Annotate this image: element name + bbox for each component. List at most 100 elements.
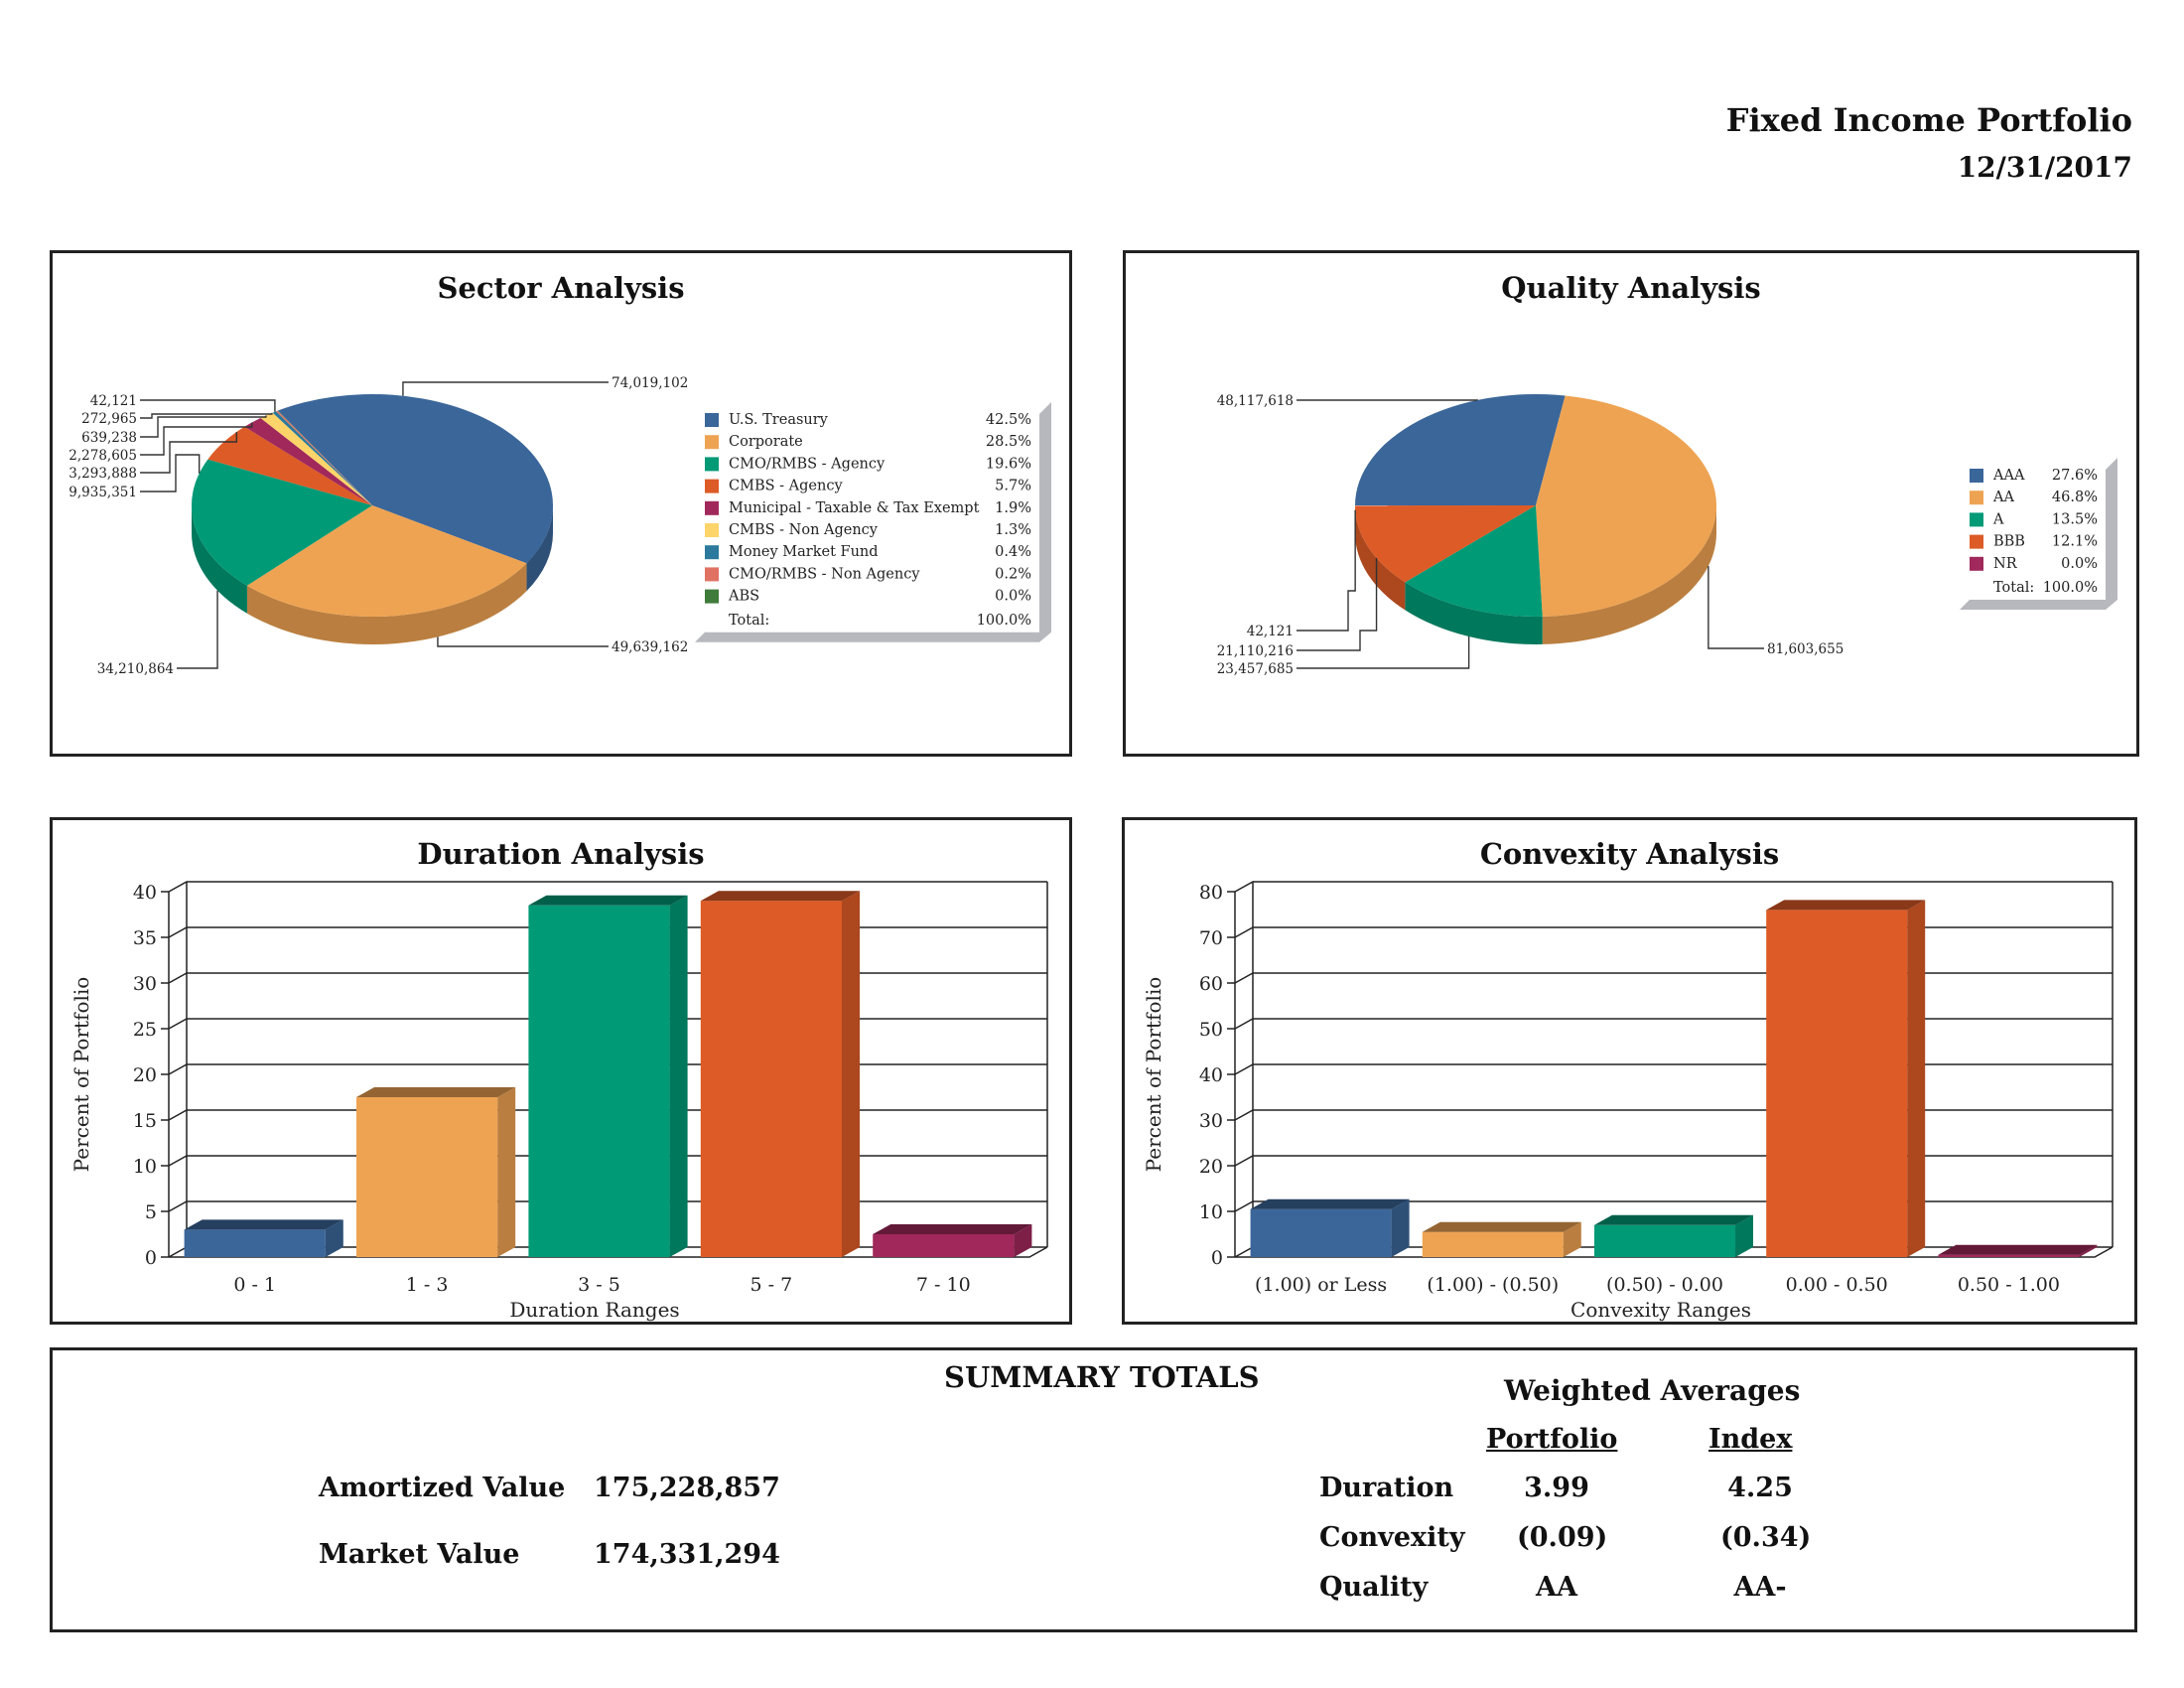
convexity-gridline-20 bbox=[1234, 1155, 2113, 1167]
duration-xtick-label-1-3: 1 - 3 bbox=[406, 1274, 449, 1296]
convexity-gridline-50 bbox=[1234, 1018, 2113, 1030]
sector-legend-swatch-municipal-taxable-tax-exempt bbox=[705, 500, 719, 515]
sector-legend-percent-cmbs-agency: 5.7% bbox=[995, 479, 1031, 494]
quality-callout-line-2 bbox=[1297, 636, 1470, 669]
sector-legend-percent-cmo-rmbs-agency: 19.6% bbox=[986, 456, 1031, 472]
sector-slice-abs bbox=[277, 410, 372, 505]
sector-legend-total-label: Total: bbox=[729, 613, 769, 629]
quality-legend-swatch-nr bbox=[1970, 556, 1983, 571]
convexity-bar-side-1-00-or-less bbox=[1391, 1198, 1410, 1257]
convexity-bar-top-0-50-0-00 bbox=[1593, 1214, 1754, 1225]
sector-legend-label-cmbs-non-agency: CMBS - Non Agency bbox=[729, 522, 879, 538]
sector-legend-frame-bottom bbox=[695, 632, 1051, 642]
summary-panel: SUMMARY TOTALS Amortized Value 175,228,8… bbox=[50, 1347, 2137, 1632]
sector-legend-swatch-corporate bbox=[705, 435, 719, 450]
duration-bar-top-7-10 bbox=[873, 1224, 1032, 1234]
convexity-bar-top-0-50-1-00 bbox=[1938, 1244, 2098, 1255]
duration-ytick-label-40: 40 bbox=[133, 882, 157, 904]
duration-ytick-label-5: 5 bbox=[145, 1201, 157, 1223]
convexity-xtick-label-1-00-or-less: (1.00) or Less bbox=[1255, 1274, 1387, 1296]
sector-slice-cmbs-non-agency bbox=[260, 412, 372, 505]
sector-slice-side-cmo-rmbs-agency bbox=[192, 505, 247, 614]
sector-pie-chart: 74,019,102 49,639,162 34,210,864 9,935,351 3… bbox=[68, 375, 1051, 677]
quality-slice-a bbox=[1405, 505, 1543, 617]
quality-value-label-2: 23,457,685 bbox=[1217, 661, 1294, 677]
sector-legend-total-value: 100.0% bbox=[977, 613, 1031, 629]
sector-legend-percent-corporate: 28.5% bbox=[986, 434, 1031, 450]
duration-chart-title: Duration Analysis bbox=[417, 837, 705, 871]
convexity-ytick-label-60: 60 bbox=[1199, 973, 1223, 995]
duration-xtick-label-0-1: 0 - 1 bbox=[233, 1274, 276, 1296]
duration-bar-top-1-3 bbox=[356, 1087, 516, 1097]
sector-slice-municipal-taxable-tax-exempt bbox=[244, 417, 372, 505]
convexity-gridline-80 bbox=[1234, 881, 2113, 893]
sector-callout-line-7 bbox=[140, 412, 273, 419]
sector-callout-line-2 bbox=[177, 590, 218, 669]
quality-index-value: AA- bbox=[1733, 1572, 1787, 1603]
sector-legend-label-corporate: Corporate bbox=[729, 434, 803, 450]
sector-value-label-3: 9,935,351 bbox=[68, 485, 137, 500]
convexity-bar-side-0-50-1-00 bbox=[2079, 1244, 2098, 1257]
sector-legend-swatch-u-s-treasury bbox=[705, 413, 719, 427]
sector-legend-frame-side bbox=[1039, 402, 1051, 634]
convexity-x-axis-title: Convexity Ranges bbox=[1570, 1298, 1751, 1322]
convexity-xtick-label-0-50-0-00: (0.50) - 0.00 bbox=[1606, 1274, 1723, 1296]
sector-legend-label-cmbs-agency: CMBS - Agency bbox=[729, 479, 843, 494]
convexity-gridline-60 bbox=[1234, 972, 2113, 984]
sector-callout-line-1 bbox=[437, 636, 609, 647]
sector-legend-label-cmo-rmbs-non-agency: CMO/RMBS - Non Agency bbox=[729, 566, 920, 582]
convexity-bar-side-1-00-0-50 bbox=[1563, 1221, 1581, 1257]
quality-slice-side-bbb bbox=[1355, 505, 1406, 611]
quality-legend-swatch-aa bbox=[1970, 491, 1983, 505]
quality-legend-swatch-aaa bbox=[1970, 469, 1983, 483]
convexity-xtick-label-0-00-0-50: 0.00 - 0.50 bbox=[1786, 1274, 1888, 1296]
duration-ytick-label-0: 0 bbox=[145, 1247, 157, 1269]
sector-legend-swatch-cmo-rmbs-non-agency bbox=[705, 567, 719, 582]
quality-slice-aa bbox=[1536, 395, 1717, 617]
convexity-bar-side-0-00-0-50 bbox=[1907, 900, 1926, 1257]
duration-xtick-label-7-10: 7 - 10 bbox=[916, 1274, 971, 1296]
sector-legend-percent-money-market-fund: 0.4% bbox=[995, 544, 1031, 560]
duration-ytick-label-10: 10 bbox=[133, 1156, 157, 1178]
quality-legend-total-value: 100.0% bbox=[2043, 580, 2098, 596]
quality-value-label-0: 48,117,618 bbox=[1217, 393, 1294, 409]
duration-bar-side-3-5 bbox=[669, 895, 688, 1257]
sector-legend-label-municipal-taxable-tax-exempt: Municipal - Taxable & Tax Exempt bbox=[729, 500, 980, 516]
sector-legend-swatch-cmo-rmbs-agency bbox=[705, 457, 719, 472]
quality-legend-percent-aa: 46.8% bbox=[2052, 490, 2098, 505]
sector-callout-line-6 bbox=[140, 415, 267, 438]
sector-legend-label-money-market-fund: Money Market Fund bbox=[729, 544, 879, 560]
sector-legend-label-u-s-treasury: U.S. Treasury bbox=[729, 412, 829, 428]
convexity-gridline-40 bbox=[1234, 1063, 2113, 1075]
sector-slice-cmo-rmbs-non-agency bbox=[276, 410, 372, 505]
duration-xtick-label-3-5: 3 - 5 bbox=[578, 1274, 620, 1296]
convexity-gridline-70 bbox=[1234, 926, 2113, 938]
convexity-bar-0-50-1-00 bbox=[1938, 1254, 2080, 1257]
quality-chart-title: Quality Analysis bbox=[1501, 271, 1761, 305]
convexity-portfolio-value: (0.09) bbox=[1517, 1522, 1608, 1553]
duration-bar-top-0-1 bbox=[184, 1219, 343, 1230]
sector-value-label-1: 49,639,162 bbox=[612, 639, 688, 655]
convexity-ytick-label-40: 40 bbox=[1199, 1064, 1223, 1086]
convexity-bar-1-00-or-less bbox=[1250, 1208, 1392, 1257]
convexity-bar-0-00-0-50 bbox=[1766, 910, 1908, 1257]
sector-legend-label-cmo-rmbs-agency: CMO/RMBS - Agency bbox=[729, 456, 886, 472]
report-title: Fixed Income Portfolio bbox=[1725, 101, 2132, 139]
sector-value-label-4: 3,293,888 bbox=[68, 466, 137, 482]
convexity-bar-side-0-50-0-00 bbox=[1735, 1214, 1754, 1257]
quality-portfolio-value: AA bbox=[1536, 1572, 1577, 1603]
sector-slice-cmo-rmbs-agency bbox=[192, 459, 372, 586]
quality-slice-aaa bbox=[1355, 394, 1566, 505]
duration-bar-top-3-5 bbox=[528, 895, 688, 906]
duration-gridline-40 bbox=[168, 881, 1047, 893]
quality-label: Quality bbox=[1319, 1572, 1429, 1603]
quality-slice-bbb bbox=[1355, 505, 1536, 583]
duration-ytick-label-25: 25 bbox=[133, 1019, 157, 1041]
quality-legend-percent-a: 13.5% bbox=[2052, 511, 2098, 527]
quality-slice-side-a bbox=[1405, 582, 1543, 644]
duration-bar-side-1-3 bbox=[497, 1087, 516, 1257]
duration-index-value: 4.25 bbox=[1727, 1473, 1793, 1503]
quality-legend-percent-nr: 0.0% bbox=[2061, 556, 2098, 572]
convexity-ytick-label-0: 0 bbox=[1211, 1247, 1223, 1269]
quality-legend-label-aaa: AAA bbox=[1992, 468, 2025, 484]
